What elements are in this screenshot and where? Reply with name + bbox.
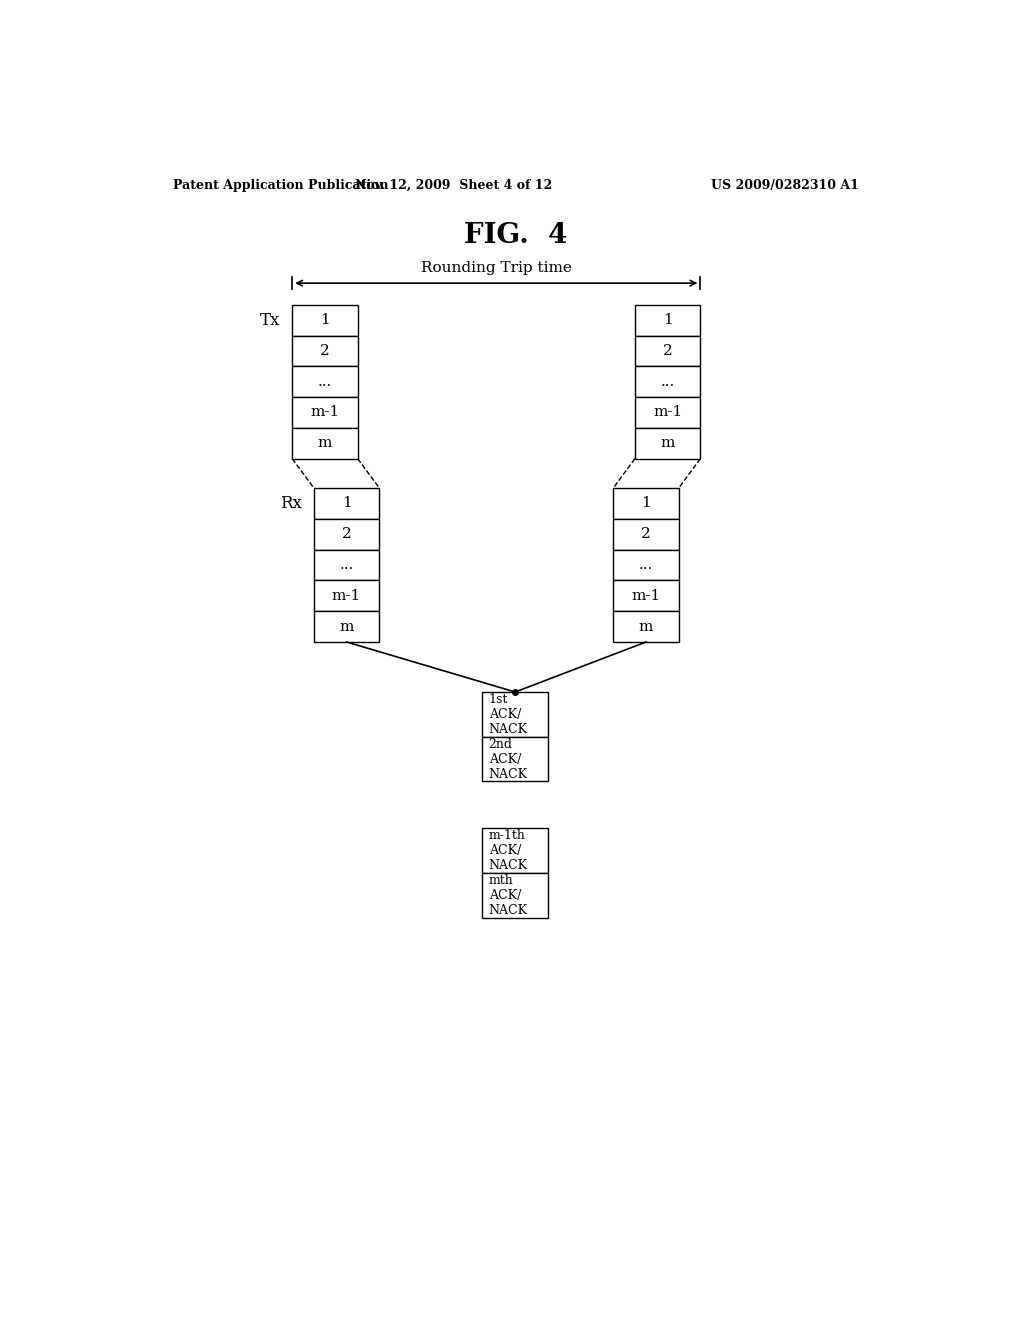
Text: m-1: m-1 xyxy=(632,589,660,603)
Bar xyxy=(613,581,679,611)
Text: 1: 1 xyxy=(321,313,330,327)
Bar xyxy=(292,367,357,397)
Text: 2: 2 xyxy=(663,345,673,358)
Text: 1: 1 xyxy=(663,313,673,327)
Bar xyxy=(292,428,357,459)
Bar xyxy=(635,335,700,367)
Bar xyxy=(292,335,357,367)
Text: ...: ... xyxy=(660,375,675,388)
Text: m: m xyxy=(660,437,675,450)
Text: Tx: Tx xyxy=(260,312,281,329)
Text: 2: 2 xyxy=(342,527,351,541)
Text: Rx: Rx xyxy=(281,495,302,512)
Bar xyxy=(635,428,700,459)
Bar xyxy=(613,519,679,549)
Text: Rounding Trip time: Rounding Trip time xyxy=(421,261,571,276)
Bar xyxy=(313,611,379,642)
Bar xyxy=(613,611,679,642)
Text: 1st
ACK/
NACK: 1st ACK/ NACK xyxy=(488,693,527,735)
Bar xyxy=(482,737,548,781)
Bar xyxy=(313,581,379,611)
Text: m-1th
ACK/
NACK: m-1th ACK/ NACK xyxy=(488,829,527,873)
Text: Patent Application Publication: Patent Application Publication xyxy=(173,178,388,191)
Bar xyxy=(482,873,548,917)
Bar xyxy=(635,397,700,428)
Text: 2nd
ACK/
NACK: 2nd ACK/ NACK xyxy=(488,738,527,780)
Text: FIG.  4: FIG. 4 xyxy=(464,222,567,249)
Text: ...: ... xyxy=(317,375,332,388)
Text: m-1: m-1 xyxy=(332,589,361,603)
Text: 1: 1 xyxy=(641,496,651,511)
Text: 2: 2 xyxy=(641,527,651,541)
Text: m: m xyxy=(639,619,653,634)
Text: m: m xyxy=(317,437,332,450)
Text: m: m xyxy=(339,619,353,634)
Text: ...: ... xyxy=(639,558,653,572)
Text: mth
ACK/
NACK: mth ACK/ NACK xyxy=(488,874,527,916)
Text: US 2009/0282310 A1: US 2009/0282310 A1 xyxy=(711,178,859,191)
Bar xyxy=(292,397,357,428)
Text: 1: 1 xyxy=(342,496,351,511)
Bar xyxy=(313,488,379,519)
Bar xyxy=(482,692,548,737)
Text: 2: 2 xyxy=(321,345,330,358)
Bar xyxy=(635,305,700,335)
Bar xyxy=(613,488,679,519)
Bar xyxy=(482,828,548,873)
Bar xyxy=(313,549,379,581)
Text: Nov. 12, 2009  Sheet 4 of 12: Nov. 12, 2009 Sheet 4 of 12 xyxy=(355,178,553,191)
Text: m-1: m-1 xyxy=(310,405,340,420)
Bar xyxy=(313,519,379,549)
Bar xyxy=(613,549,679,581)
Bar xyxy=(292,305,357,335)
Text: ...: ... xyxy=(339,558,353,572)
Text: m-1: m-1 xyxy=(653,405,682,420)
Bar xyxy=(635,367,700,397)
